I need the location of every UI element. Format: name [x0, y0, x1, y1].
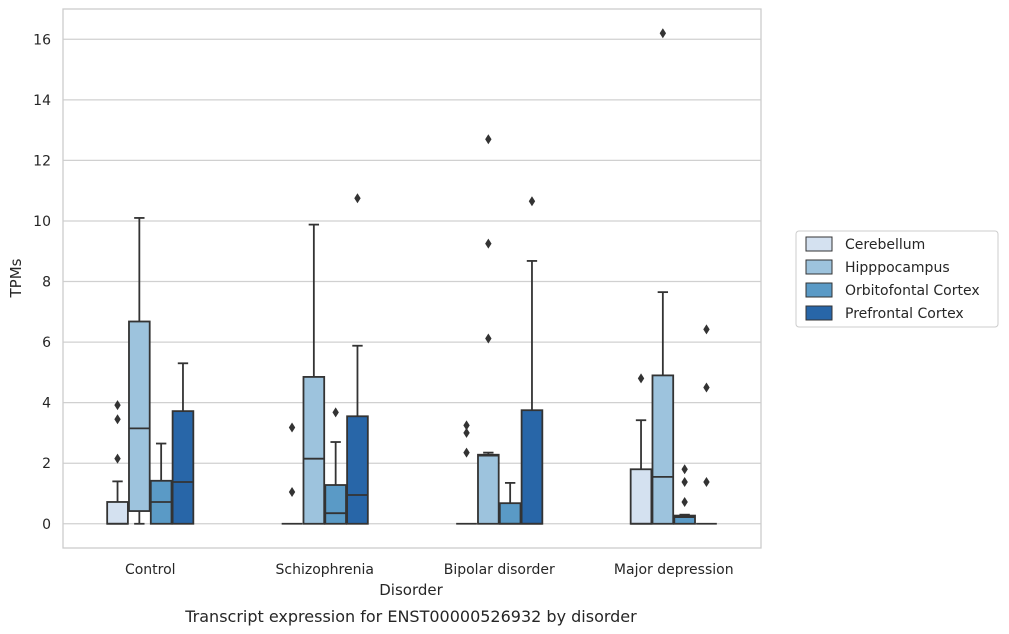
y-tick-label: 16: [33, 32, 51, 48]
outlier-point: [681, 476, 688, 487]
legend-swatch: [805, 282, 833, 298]
legend-label: Orbitofontal Cortex: [845, 283, 980, 299]
x-tick-label: Major depression: [614, 562, 734, 578]
box-plot: [696, 324, 717, 525]
legend-item: Cerebellum: [805, 236, 925, 253]
legend-item: Prefrontal Cortex: [805, 305, 964, 322]
outlier-point: [463, 427, 470, 438]
legend-item: Orbitofontal Cortex: [805, 282, 980, 299]
outlier-point: [528, 196, 536, 207]
legend-swatch: [805, 236, 833, 252]
box-plot: [281, 422, 303, 525]
box-iqr: [673, 514, 696, 525]
x-tick-label: Schizophrenia: [276, 562, 374, 578]
outlier-point: [485, 238, 492, 249]
y-tick-label: 6: [42, 335, 51, 351]
box-iqr: [324, 484, 347, 525]
box-plot: [171, 362, 195, 525]
outlier-point: [288, 486, 296, 497]
outlier-point: [114, 453, 121, 464]
box-plot: [520, 196, 544, 525]
box-plot: [324, 407, 347, 525]
box-plot: [149, 442, 173, 525]
box-plot: [651, 28, 675, 525]
legend-label: Prefrontal Cortex: [845, 306, 964, 322]
box-iqr: [520, 409, 544, 525]
outlier-point: [681, 464, 688, 475]
y-tick-label: 4: [42, 396, 51, 412]
legend-swatch: [805, 259, 833, 275]
box-plot: [477, 134, 500, 525]
x-tick-label: Bipolar disorder: [444, 562, 555, 578]
box-iqr: [477, 453, 500, 525]
y-tick-label: 8: [42, 275, 51, 291]
box-plot: [346, 193, 369, 525]
legend-label: Cerebellum: [845, 237, 925, 253]
box-plot: [106, 400, 129, 525]
outlier-point: [703, 382, 710, 393]
series-group: [149, 407, 696, 525]
box-plot: [456, 420, 477, 525]
box-iqr: [651, 374, 675, 525]
x-tick-label: Control: [125, 562, 176, 578]
outlier-point: [637, 373, 645, 384]
outlier-point: [703, 324, 710, 335]
outlier-point: [485, 333, 492, 344]
outlier-point: [332, 407, 339, 418]
outlier-point: [463, 447, 470, 458]
y-tick-label: 14: [33, 93, 51, 109]
y-tick-label: 2: [42, 456, 51, 472]
box-iqr: [302, 376, 326, 525]
outlier-point: [681, 496, 688, 507]
x-axis-label: Disorder: [379, 581, 443, 599]
outlier-point: [659, 28, 667, 39]
outlier-point: [485, 134, 492, 145]
series-group: [171, 193, 717, 525]
legend-frame: [795, 230, 999, 328]
outlier-point: [703, 476, 710, 487]
y-tick-label: 12: [33, 153, 51, 169]
x-tick-labels: Control Schizophrenia Bipolar disorder Majo…: [125, 562, 734, 578]
outlier-point: [114, 400, 121, 411]
box-iqr: [106, 501, 129, 525]
box-plot: [629, 373, 653, 525]
outlier-point: [463, 420, 470, 431]
outlier-point: [354, 193, 361, 204]
legend: Cerebellum Hipppocampus Orbitofontal Corte…: [795, 230, 999, 328]
box-plot: [302, 223, 326, 525]
box-iqr: [346, 415, 369, 525]
legend-swatch: [805, 305, 833, 321]
plot-frame: [62, 8, 762, 549]
box-series-layer: [106, 28, 717, 525]
series-group: [106, 373, 653, 525]
legend-item: Hipppocampus: [805, 259, 950, 276]
outlier-point: [288, 422, 296, 433]
box-iqr: [498, 502, 522, 525]
box-iqr: [128, 320, 151, 512]
y-axis-label: TPMs: [7, 258, 25, 298]
box-plot: [498, 481, 522, 525]
box-iqr: [171, 410, 195, 525]
box-iqr: [629, 468, 653, 525]
box-plot: [128, 217, 151, 525]
series-group: [128, 28, 675, 525]
chart-caption: Transcript expression for ENST0000052693…: [184, 607, 637, 626]
outlier-point: [114, 414, 121, 425]
y-tick-label: 0: [42, 517, 51, 533]
box-plot: [673, 464, 696, 525]
y-tick-labels: 0 2 4 6 8 10 12 14 16: [33, 32, 51, 532]
legend-label: Hipppocampus: [845, 260, 950, 276]
y-tick-label: 10: [33, 214, 51, 230]
